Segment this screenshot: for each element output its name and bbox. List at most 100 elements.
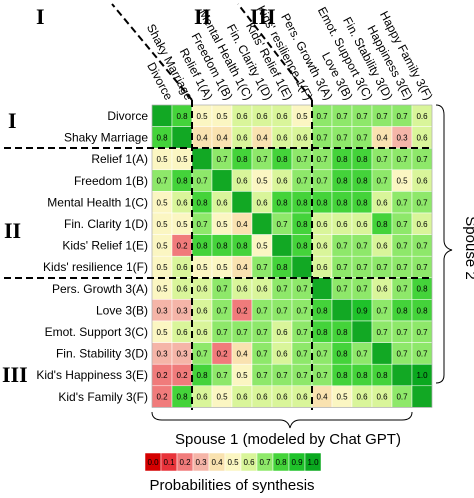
cell-label: 0.7	[256, 371, 268, 380]
cell-label: 0.7	[316, 177, 328, 186]
cell-label: 0.7	[416, 155, 428, 164]
colorbar-tick-label: 0.1	[163, 458, 175, 467]
cell-label: 0.7	[396, 198, 408, 207]
row-label: Freedom 1(B)	[74, 174, 148, 188]
cell-label: 0.3	[176, 350, 188, 359]
group-label: III	[2, 362, 28, 387]
cell-label: 0.8	[316, 306, 328, 315]
cell-label: 0.6	[376, 393, 388, 402]
cell-label: 0.7	[376, 155, 388, 164]
cell-label: 0.6	[376, 242, 388, 251]
cell-label: 0.8	[416, 306, 428, 315]
colorbar-tick-label: 0.2	[179, 458, 191, 467]
cell-label: 0.5	[216, 112, 228, 121]
cell-label: 0.7	[356, 285, 368, 294]
diagonal-cell	[391, 363, 413, 387]
cell-label: 0.7	[296, 306, 308, 315]
colorbar-tick-label: 0.8	[275, 458, 287, 467]
cell-label: 1.0	[416, 371, 428, 380]
group-label: I	[8, 108, 17, 133]
grid-frame	[151, 104, 433, 408]
cell-label: 0.6	[256, 393, 268, 402]
cell-label: 0.8	[156, 134, 168, 143]
colorbar-swatch	[304, 452, 322, 472]
cell-label: 0.6	[256, 198, 268, 207]
cell-label: 0.2	[156, 393, 168, 402]
cell-label: 0.8	[336, 328, 348, 337]
cell-label: 0.6	[276, 350, 288, 359]
cell-label: 0.7	[336, 112, 348, 121]
cell-label: 0.7	[316, 350, 328, 359]
cell-label: 0.6	[276, 177, 288, 186]
cell-label: 0.6	[356, 220, 368, 229]
diagonal-cell	[171, 126, 193, 149]
cell-label: 0.8	[196, 198, 208, 207]
cell-label: 0.7	[396, 155, 408, 164]
cell-label: 0.2	[216, 350, 228, 359]
cell-label: 0.6	[216, 198, 228, 207]
cell-label: 0.8	[336, 198, 348, 207]
cell-label: 0.5	[216, 393, 228, 402]
cell-label: 0.4	[236, 263, 248, 272]
cell-label: 0.8	[236, 242, 248, 251]
cell-label: 0.7	[276, 285, 288, 294]
diagonal-cell	[271, 234, 293, 257]
cell-label: 0.5	[396, 177, 408, 186]
cell-label: 0.7	[396, 242, 408, 251]
cell-label: 0.7	[196, 220, 208, 229]
cell-label: 0.7	[256, 328, 268, 337]
cell-label: 0.7	[256, 350, 268, 359]
cell-label: 0.7	[396, 393, 408, 402]
colorbar-tick-label: 0.3	[195, 458, 207, 467]
cell-label: 0.5	[216, 220, 228, 229]
cell-label: 0.7	[356, 112, 368, 121]
cell-label: 0.7	[316, 371, 328, 380]
diagonal-cell	[311, 277, 333, 300]
cell-label: 0.6	[196, 306, 208, 315]
cell-label: 0.8	[196, 242, 208, 251]
cell-label: 0.8	[336, 177, 348, 186]
cell-label: 0.6	[256, 112, 268, 121]
x-title: Spouse 1 (modeled by Chat GPT)	[175, 431, 401, 448]
cell-label: 0.4	[236, 350, 248, 359]
cell-label: 0.2	[176, 371, 188, 380]
cell-label: 0.2	[236, 306, 248, 315]
row-label: Emot. Support 3(C)	[45, 325, 148, 339]
cell-label: 0.6	[196, 393, 208, 402]
cell-label: 0.6	[236, 285, 248, 294]
row-label: Shaky Marriage	[64, 131, 148, 145]
colorbar-title: Probabilities of synthesis	[149, 477, 314, 494]
cell-label: 0.5	[156, 285, 168, 294]
cell-label: 0.6	[296, 134, 308, 143]
row-label: Mental Health 1(C)	[47, 195, 148, 209]
cell-label: 0.7	[396, 263, 408, 272]
cell-label: 0.6	[236, 393, 248, 402]
cell-label: 0.6	[256, 285, 268, 294]
cell-label: 0.8	[176, 177, 188, 186]
cell-label: 0.7	[356, 263, 368, 272]
cell-label: 0.6	[356, 393, 368, 402]
cell-label: 0.7	[316, 112, 328, 121]
row-label: Kids' resilience 1(F)	[43, 260, 148, 274]
cell-label: 0.6	[316, 220, 328, 229]
y-title: Spouse 2	[462, 216, 474, 279]
cell-label: 0.5	[156, 220, 168, 229]
cell-label: 0.8	[196, 371, 208, 380]
cell-label: 0.3	[156, 350, 168, 359]
cell-label: 0.6	[176, 263, 188, 272]
cell-label: 0.7	[296, 328, 308, 337]
cell-label: 0.7	[256, 155, 268, 164]
cell-label: 0.7	[316, 134, 328, 143]
cell-label: 0.8	[316, 198, 328, 207]
diagonal-cell	[231, 191, 253, 214]
colorbar-tick-label: 0.6	[243, 458, 255, 467]
cell-label: 0.8	[296, 198, 308, 207]
cell-label: 0.8	[276, 198, 288, 207]
cell-label: 0.7	[336, 242, 348, 251]
cell-label: 0.6	[416, 112, 428, 121]
cell-label: 0.8	[236, 155, 248, 164]
row-label: Fin. Clarity 1(D)	[64, 217, 148, 231]
cell-label: 0.7	[196, 177, 208, 186]
row-label: Divorce	[107, 109, 148, 123]
